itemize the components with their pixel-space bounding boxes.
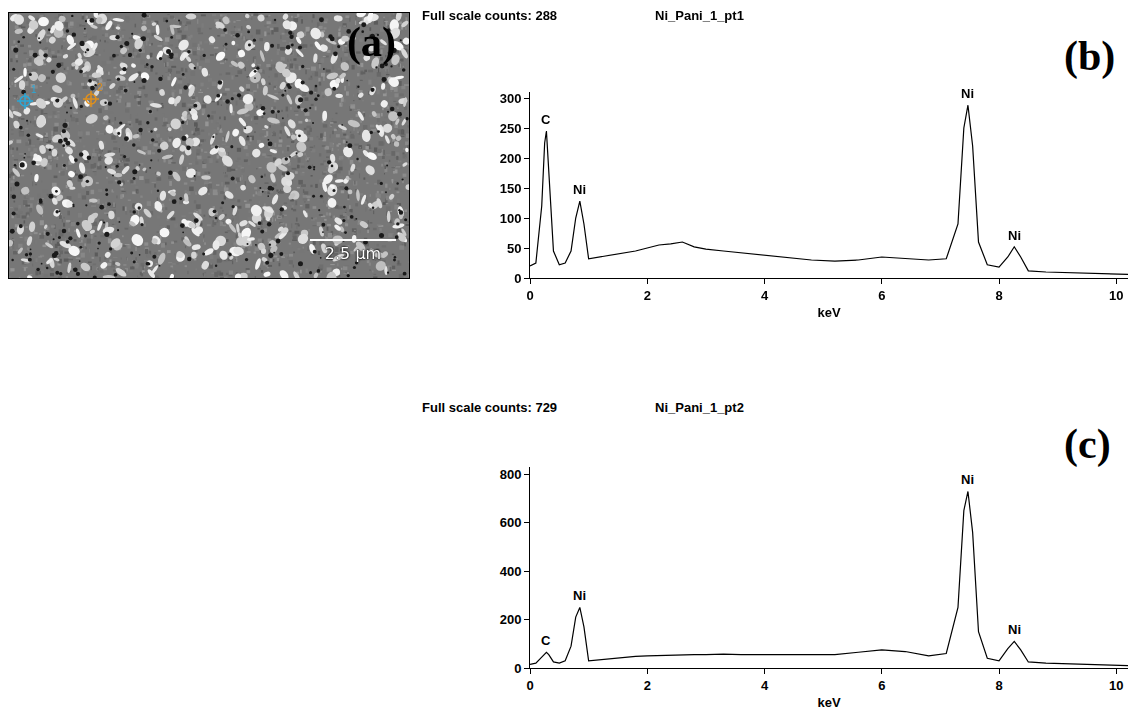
svg-text:4: 4 (761, 678, 769, 693)
svg-text:2: 2 (644, 678, 651, 693)
html-text:(b): (b) (1064, 33, 1116, 79)
svg-text:Ni: Ni (573, 588, 586, 603)
svg-text:0: 0 (514, 661, 521, 676)
svg-text:2: 2 (644, 288, 651, 303)
svg-text:8: 8 (995, 678, 1002, 693)
svg-text:Ni: Ni (1008, 228, 1021, 243)
svg-text:100: 100 (500, 211, 522, 226)
svg-text:Ni: Ni (961, 86, 974, 101)
svg-text:C: C (541, 112, 551, 127)
svg-text:0: 0 (514, 271, 521, 286)
svg-text:6: 6 (878, 288, 885, 303)
svg-text:250: 250 (500, 121, 522, 136)
svg-text:800: 800 (500, 467, 522, 482)
html-text:(a): (a) (347, 19, 396, 65)
svg-text:10: 10 (1109, 288, 1123, 303)
svg-text:Ni: Ni (961, 472, 974, 487)
html-text:Full scale counts: 729: Full scale counts: 729 (422, 400, 558, 415)
svg-text:10: 10 (1109, 678, 1123, 693)
svg-text:8: 8 (995, 288, 1002, 303)
svg-text:150: 150 (500, 181, 522, 196)
svg-text:C: C (541, 633, 551, 648)
html-text:Full scale counts: 288: Full scale counts: 288 (422, 8, 558, 23)
html-text:2.5 µm: 2.5 µm (324, 244, 382, 263)
html-text:Ni_Pani_1_pt1: Ni_Pani_1_pt1 (655, 8, 744, 23)
svg-text:Ni: Ni (573, 182, 586, 197)
svg-text:50: 50 (507, 241, 521, 256)
svg-text:6: 6 (878, 678, 885, 693)
svg-text:4: 4 (761, 288, 769, 303)
svg-text:keV: keV (817, 305, 840, 320)
svg-text:300: 300 (500, 91, 522, 106)
svg-text:Ni: Ni (1008, 622, 1021, 637)
html-text:(c): (c) (1064, 421, 1111, 467)
svg-text:0: 0 (526, 678, 533, 693)
svg-text:400: 400 (500, 564, 522, 579)
svg-text:keV: keV (817, 695, 840, 710)
svg-text:600: 600 (500, 515, 522, 530)
svg-text:200: 200 (500, 612, 522, 627)
svg-text:0: 0 (526, 288, 533, 303)
html-text:Ni_Pani_1_pt2: Ni_Pani_1_pt2 (655, 400, 744, 415)
svg-text:200: 200 (500, 151, 522, 166)
